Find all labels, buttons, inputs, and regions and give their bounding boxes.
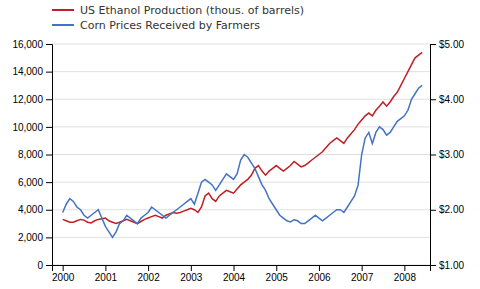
tick-mark bbox=[46, 72, 52, 73]
tick-label: 2004 bbox=[223, 272, 246, 283]
tick: 16,000 bbox=[12, 39, 52, 50]
tick-mark bbox=[46, 265, 52, 266]
tick-mark bbox=[191, 265, 192, 271]
tick-label: 2006 bbox=[308, 272, 331, 283]
tick-label: 12,000 bbox=[12, 94, 43, 105]
tick-label: 0 bbox=[37, 260, 43, 271]
tick-mark bbox=[430, 155, 436, 156]
tick: $3.00 bbox=[430, 149, 464, 160]
tick: 4,000 bbox=[18, 204, 52, 215]
tick-mark bbox=[430, 44, 436, 45]
x-axis: 2000 2001 2002 2003 2004 2005 2006 2007 2008 bbox=[52, 265, 430, 283]
grid-line bbox=[52, 71, 430, 72]
tick: 2001 bbox=[95, 265, 118, 283]
tick: 2,000 bbox=[18, 232, 52, 243]
series-line bbox=[63, 85, 423, 237]
tick-label: 2002 bbox=[137, 272, 160, 283]
tick: $2.00 bbox=[430, 204, 464, 215]
tick-mark bbox=[46, 127, 52, 128]
axis-line bbox=[53, 266, 431, 272]
tick-mark bbox=[430, 99, 436, 100]
tick: 2003 bbox=[180, 265, 203, 283]
tick: 2000 bbox=[52, 265, 75, 283]
tick-label: 2008 bbox=[394, 272, 417, 283]
tick-mark bbox=[46, 99, 52, 100]
tick-label: 8,000 bbox=[18, 149, 43, 160]
grid-line bbox=[52, 237, 430, 238]
tick-label: $3.00 bbox=[439, 149, 464, 160]
axis-line bbox=[46, 45, 53, 266]
tick-label: 2005 bbox=[266, 272, 289, 283]
tick-label: 2000 bbox=[52, 272, 75, 283]
legend: US Ethanol Production (thous. of barrels… bbox=[52, 4, 304, 32]
legend-swatch bbox=[52, 24, 74, 26]
chart: 2000 2001 2002 2003 2004 2005 2006 2007 2008 0 2,0… bbox=[0, 0, 480, 289]
tick: 2005 bbox=[266, 265, 289, 283]
tick-label: 16,000 bbox=[12, 39, 43, 50]
tick-mark bbox=[46, 155, 52, 156]
tick-mark bbox=[46, 44, 52, 45]
legend-item: Corn Prices Received by Farmers bbox=[52, 19, 260, 32]
tick-mark bbox=[319, 265, 320, 271]
tick-mark bbox=[362, 265, 363, 271]
tick-label: 14,000 bbox=[12, 66, 43, 77]
tick-mark bbox=[430, 210, 436, 211]
tick-mark bbox=[63, 265, 64, 271]
tick-mark bbox=[105, 265, 106, 271]
tick: 14,000 bbox=[12, 66, 52, 77]
grid bbox=[52, 44, 430, 265]
tick-mark bbox=[276, 265, 277, 271]
grid-line bbox=[52, 182, 430, 183]
tick: $5.00 bbox=[430, 39, 464, 50]
grid-line bbox=[52, 126, 430, 127]
tick-mark bbox=[430, 265, 436, 266]
tick: 8,000 bbox=[18, 149, 52, 160]
y-axis: 0 2,000 4,000 6,000 8,000 10,000 12,000 14,000 1… bbox=[12, 39, 52, 271]
tick: 12,000 bbox=[12, 94, 52, 105]
tick: 10,000 bbox=[12, 122, 52, 133]
tick-label: 10,000 bbox=[12, 122, 43, 133]
grid-line bbox=[52, 154, 430, 155]
axis-line bbox=[431, 45, 437, 266]
series-line bbox=[63, 52, 423, 223]
tick: 2002 bbox=[137, 265, 160, 283]
tick-label: 2001 bbox=[95, 272, 118, 283]
tick: $4.00 bbox=[430, 94, 464, 105]
legend-label: Corn Prices Received by Farmers bbox=[80, 19, 260, 32]
tick-mark bbox=[148, 265, 149, 271]
grid-line bbox=[52, 209, 430, 210]
y2-axis: $1.00 $2.00 $3.00 $4.00 $5.00 bbox=[430, 39, 464, 271]
grid-line bbox=[52, 44, 430, 45]
tick-label: 2003 bbox=[180, 272, 203, 283]
series-group bbox=[63, 52, 423, 237]
tick: 2006 bbox=[308, 265, 331, 283]
tick-mark bbox=[46, 210, 52, 211]
tick: $1.00 bbox=[430, 260, 464, 271]
tick-label: 4,000 bbox=[18, 204, 43, 215]
tick-label: $5.00 bbox=[439, 39, 464, 50]
grid-line bbox=[52, 99, 430, 100]
tick-label: 2,000 bbox=[18, 232, 43, 243]
tick-mark bbox=[46, 237, 52, 238]
legend-label: US Ethanol Production (thous. of barrels… bbox=[80, 4, 304, 17]
tick-label: $2.00 bbox=[439, 204, 464, 215]
tick-label: 2007 bbox=[351, 272, 374, 283]
tick-label: $4.00 bbox=[439, 94, 464, 105]
tick-label: 6,000 bbox=[18, 177, 43, 188]
plot: 2000 2001 2002 2003 2004 2005 2006 2007 2008 0 2,0… bbox=[12, 39, 464, 283]
tick-mark bbox=[46, 182, 52, 183]
tick-mark bbox=[404, 265, 405, 271]
tick-mark bbox=[234, 265, 235, 271]
legend-swatch bbox=[52, 9, 74, 11]
tick: 2004 bbox=[223, 265, 246, 283]
tick: 2008 bbox=[394, 265, 417, 283]
tick: 0 bbox=[37, 260, 52, 271]
tick: 6,000 bbox=[18, 177, 52, 188]
tick: 2007 bbox=[351, 265, 374, 283]
legend-item: US Ethanol Production (thous. of barrels… bbox=[52, 4, 304, 17]
tick-label: $1.00 bbox=[439, 260, 464, 271]
